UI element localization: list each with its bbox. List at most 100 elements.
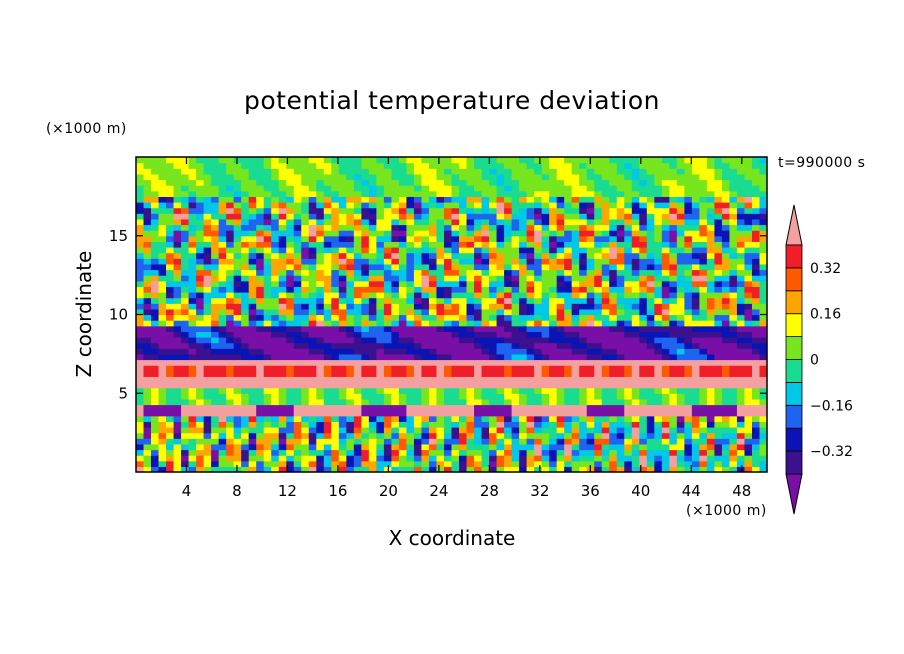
field-cell <box>519 162 528 169</box>
field-cell <box>136 213 145 220</box>
field-cell <box>286 438 295 445</box>
field-cell <box>278 382 287 389</box>
field-cell <box>639 202 648 209</box>
field-cell <box>616 342 625 349</box>
field-cell <box>736 269 746 276</box>
field-cell <box>346 393 355 400</box>
field-cell <box>556 382 565 389</box>
field-cell <box>353 258 362 265</box>
field-cell <box>173 162 182 169</box>
field-cell <box>233 421 242 428</box>
field-cell <box>203 370 212 377</box>
field-cell <box>428 207 438 214</box>
field-cell <box>181 370 190 377</box>
field-cell <box>151 230 160 237</box>
field-cell <box>601 230 610 237</box>
field-cell <box>361 320 370 327</box>
field-cell <box>661 224 670 231</box>
field-cell <box>301 173 310 181</box>
field-cell <box>233 320 242 327</box>
field-cell <box>466 308 475 316</box>
field-cell <box>338 162 347 169</box>
field-cell <box>684 370 693 377</box>
field-cell <box>443 157 453 164</box>
field-cell <box>196 292 205 299</box>
field-cell <box>413 297 423 304</box>
field-cell <box>534 365 543 372</box>
field-cell <box>474 325 483 332</box>
field-cell <box>511 460 520 467</box>
field-cell <box>586 398 595 406</box>
field-cell <box>151 213 160 220</box>
field-cell <box>436 224 445 231</box>
field-cell <box>151 247 160 254</box>
field-cell <box>368 314 377 321</box>
field-cell <box>323 292 332 299</box>
field-cell <box>609 382 618 389</box>
field-cell <box>541 421 550 428</box>
field-cell <box>248 342 257 349</box>
field-cell <box>639 370 648 377</box>
field-cell <box>684 263 693 271</box>
field-cell <box>564 224 573 231</box>
field-cell <box>248 308 257 316</box>
field-cell <box>624 247 633 254</box>
field-cell <box>729 224 738 231</box>
field-cell <box>346 297 355 304</box>
field-cell <box>338 185 347 192</box>
field-cell <box>564 421 573 428</box>
field-cell <box>699 179 708 186</box>
field-cell <box>661 342 670 349</box>
field-cell <box>534 348 543 355</box>
field-cell <box>413 314 423 321</box>
field-cell <box>406 365 415 372</box>
field-cell <box>526 168 535 175</box>
field-cell <box>346 410 355 417</box>
field-cell <box>368 348 377 355</box>
field-cell <box>564 213 573 220</box>
field-cell <box>383 308 392 316</box>
field-cell <box>751 353 761 361</box>
field-cell <box>496 320 505 327</box>
field-cell <box>564 427 573 434</box>
field-cell <box>398 382 408 389</box>
field-cell <box>151 348 160 355</box>
field-cell <box>616 421 625 428</box>
field-cell <box>218 443 227 451</box>
field-cell <box>143 455 152 462</box>
field-cell <box>271 207 280 214</box>
field-cell <box>421 224 430 231</box>
field-cell <box>383 393 392 400</box>
field-cell <box>286 460 295 467</box>
field-cell <box>151 263 160 271</box>
field-cell <box>579 168 588 175</box>
field-cell <box>301 207 310 214</box>
field-cell <box>211 241 220 248</box>
field-cell <box>376 421 385 428</box>
field-cell <box>481 185 490 192</box>
field-cell <box>376 348 385 355</box>
field-cell <box>564 258 573 265</box>
field-cell <box>136 247 145 254</box>
field-cell <box>699 443 708 451</box>
field-cell <box>368 404 377 411</box>
field-cell <box>571 438 580 445</box>
field-cell <box>744 376 753 383</box>
field-cell <box>684 292 693 299</box>
field-cell <box>639 415 648 422</box>
field-cell <box>684 398 693 406</box>
field-cell <box>489 325 498 332</box>
field-cell <box>188 179 197 186</box>
field-cell <box>158 438 167 445</box>
field-cell <box>211 275 220 282</box>
field-cell <box>466 466 475 472</box>
field-cell <box>736 387 746 394</box>
field-cell <box>654 202 663 209</box>
field-cell <box>256 258 265 265</box>
field-cell <box>316 252 325 259</box>
field-cell <box>331 213 340 220</box>
field-cell <box>601 162 610 169</box>
field-cell <box>226 269 235 276</box>
field-cell <box>436 202 445 209</box>
field-cell <box>218 292 227 299</box>
